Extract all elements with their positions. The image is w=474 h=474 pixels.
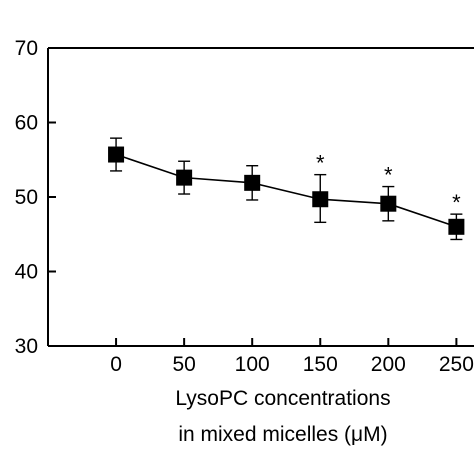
- x-tick-label: 50: [172, 353, 195, 376]
- series-1: [108, 137, 465, 241]
- significance-asterisk: *: [384, 163, 393, 188]
- x-axis-title-line-1: LysoPC concentrations: [175, 387, 390, 410]
- data-point: [312, 191, 329, 208]
- y-tick-label: 50: [15, 186, 38, 209]
- x-tick-label: 200: [371, 353, 406, 376]
- x-tick-label: 250: [439, 353, 474, 376]
- x-axis: 0 50 100 150 200 250: [110, 338, 474, 376]
- significance-markers: * * *: [316, 151, 461, 215]
- x-axis-title-line-2: in mixed micelles (μM): [178, 423, 387, 446]
- y-axis: 30 40 50 60 70: [15, 37, 56, 358]
- y-tick-label: 70: [15, 37, 38, 60]
- data-point: [108, 146, 125, 163]
- data-point: [448, 218, 465, 235]
- y-tick-label: 30: [15, 335, 38, 358]
- data-point: [176, 169, 193, 186]
- data-point: [244, 174, 261, 191]
- significance-asterisk: *: [316, 151, 325, 176]
- y-tick-label: 60: [15, 112, 38, 135]
- series-line: [115, 153, 457, 228]
- x-tick-label: 0: [110, 353, 122, 376]
- plot-frame: [47, 47, 474, 347]
- x-tick-label: 150: [303, 353, 338, 376]
- x-tick-label: 100: [235, 353, 270, 376]
- y-tick-label: 40: [15, 261, 38, 284]
- data-point: [380, 195, 397, 212]
- significance-asterisk: *: [452, 190, 461, 215]
